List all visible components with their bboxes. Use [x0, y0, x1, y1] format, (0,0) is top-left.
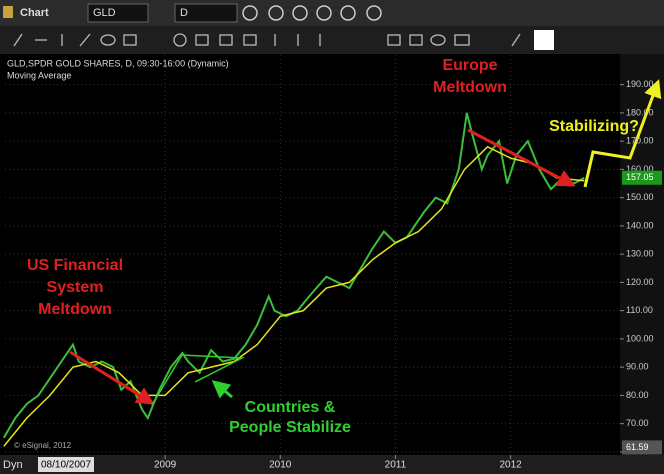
- icon[interactable]: [316, 5, 332, 21]
- y-tick-label: 90.00: [626, 362, 649, 372]
- price-tag: [622, 440, 662, 455]
- icon[interactable]: [366, 5, 382, 21]
- date-box[interactable]: [38, 457, 94, 472]
- annotation: Europe: [442, 57, 497, 74]
- series-line: [2, 112, 585, 439]
- price-tag-label: 61.59: [626, 442, 649, 452]
- y-tick-label: 180.00: [626, 107, 654, 117]
- y-tick-label: 150.00: [626, 192, 654, 202]
- watermark: © eSignal, 2012: [14, 441, 72, 450]
- tool[interactable]: [100, 34, 116, 46]
- tool[interactable]: [123, 34, 137, 46]
- annotation: Stabilizing?: [549, 118, 639, 135]
- y-tick-label: 70.00: [626, 418, 649, 428]
- trend-arrow: [467, 128, 576, 187]
- x-tick-label: 2011: [385, 460, 407, 471]
- toolbar-icons: [242, 5, 382, 21]
- price-axis: [620, 54, 664, 455]
- interval-input[interactable]: [174, 3, 238, 23]
- x-tick-label: 2009: [154, 460, 177, 471]
- annotation: Countries &: [245, 399, 336, 416]
- trend-lines: [151, 354, 245, 406]
- symbol-input[interactable]: [87, 3, 149, 23]
- icon[interactable]: [340, 5, 356, 21]
- mode: Dyn: [3, 459, 23, 471]
- tool[interactable]: [13, 33, 23, 47]
- y-tick-label: 120.00: [626, 277, 654, 287]
- annotation: People Stabilize: [229, 419, 351, 436]
- series-label: Moving Average: [7, 70, 71, 80]
- interval: D: [180, 7, 188, 19]
- start-date: 08/10/2007: [41, 460, 91, 471]
- app-icon: [3, 6, 13, 18]
- time-axis: [0, 455, 664, 474]
- tool[interactable]: [387, 34, 401, 46]
- y-tick-label: 100.00: [626, 333, 654, 343]
- tool[interactable]: [79, 33, 91, 47]
- series-label: GLD,SPDR GOLD SHARES, D, 09:30-16:00 (Dy…: [7, 58, 229, 68]
- y-tick-label: 140.00: [626, 220, 654, 230]
- annotation-lines: [69, 79, 662, 406]
- tool[interactable]: [243, 34, 257, 46]
- x-tick-label: 2010: [269, 460, 292, 471]
- drawing-tools: [13, 33, 521, 47]
- tool[interactable]: [454, 34, 470, 46]
- price-tag: [622, 170, 662, 185]
- y-tick-label: 110.00: [626, 305, 653, 315]
- window-title: Chart: [20, 7, 49, 19]
- icon[interactable]: [292, 5, 308, 21]
- icon[interactable]: [242, 5, 258, 21]
- trend-arrow: [69, 350, 155, 405]
- drawing-toolbar: [0, 26, 664, 54]
- icon[interactable]: [268, 5, 284, 21]
- tool[interactable]: [430, 34, 446, 46]
- tool[interactable]: [511, 33, 521, 47]
- unlock-button[interactable]: [534, 30, 554, 50]
- y-tick-label: 80.00: [626, 390, 649, 400]
- annotation: Meltdown: [38, 301, 112, 318]
- y-tick-label: 160.00: [626, 164, 654, 174]
- tool[interactable]: [409, 34, 423, 46]
- annotation: System: [47, 279, 104, 296]
- callout-arrow: [211, 380, 233, 399]
- annotation: US Financial: [27, 257, 123, 274]
- y-tick-label: 130.00: [626, 249, 654, 259]
- y-tick-label: 190.00: [626, 79, 654, 89]
- price-tag-label: 157.05: [626, 172, 654, 182]
- tool[interactable]: [173, 33, 187, 47]
- y-tick-label: 170.00: [626, 136, 654, 146]
- projection: [583, 79, 662, 188]
- annotation: Meltdown: [433, 79, 507, 96]
- plot: [2, 55, 620, 455]
- x-tick-label: 2012: [499, 460, 522, 471]
- symbol: GLD: [93, 7, 116, 19]
- series-line: [3, 145, 585, 447]
- tool[interactable]: [195, 34, 209, 46]
- tool[interactable]: [219, 34, 233, 46]
